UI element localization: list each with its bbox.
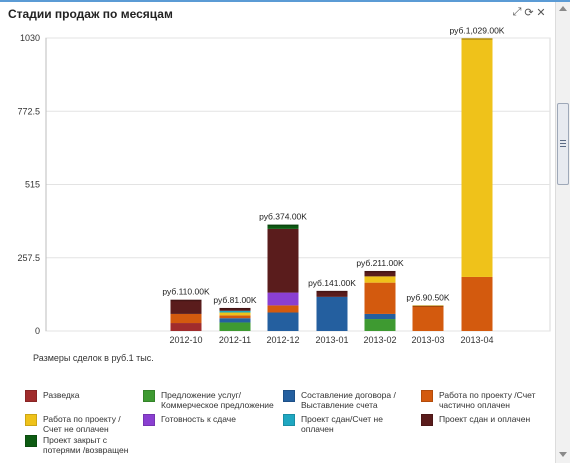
y-tick-label: 515 — [25, 180, 40, 190]
chart-note: Размеры сделок в руб.1 тыс. — [33, 353, 154, 363]
legend-label: Проект закрыт с потерями /возвращен — [43, 435, 129, 455]
legend-swatch — [143, 390, 155, 402]
x-tick-label: 2013-01 — [315, 335, 348, 345]
x-tick-label: 2013-02 — [363, 335, 396, 345]
legend-item: Проект сдан/Счет не оплачен — [283, 414, 383, 434]
bar-top-edge — [219, 307, 251, 310]
scrollbar-thumb[interactable] — [557, 103, 569, 185]
close-icon[interactable]: ✕ — [536, 7, 546, 19]
bar-segment — [170, 313, 202, 324]
bar-segment — [170, 299, 202, 314]
chart-panel: Стадии продаж по месяцам ⤢ ⟳ ✕ 1030 772.5… — [0, 2, 555, 463]
y-tick-label: 257.5 — [17, 253, 40, 263]
bar-segment — [364, 282, 396, 314]
bar-total-label: руб.110.00K — [162, 287, 210, 297]
legend-swatch — [283, 390, 295, 402]
legend-label: Проект сдан и оплачен — [439, 414, 531, 424]
bar-segment — [316, 290, 348, 297]
legend-swatch — [421, 414, 433, 426]
legend-swatch — [143, 414, 155, 426]
legend-item: Работа по проекту /Счет частично оплачен — [421, 390, 535, 410]
legend-item: Проект закрыт с потерями /возвращен — [25, 435, 128, 455]
bar-segment — [267, 228, 299, 293]
bar-total-label: руб.90.50K — [406, 292, 449, 302]
y-tick-label: 1030 — [20, 33, 40, 43]
panel-title: Стадии продаж по месяцам — [8, 7, 173, 21]
legend-label: Работа по проекту /Счет частично оплачен — [439, 390, 536, 410]
x-tick-label: 2012-12 — [266, 335, 299, 345]
scroll-up-arrow-icon[interactable] — [559, 6, 567, 11]
bar-segment — [461, 38, 493, 277]
legend-item: Работа по проекту / Счет не оплачен — [25, 414, 121, 434]
y-tick-label: 772.5 — [17, 106, 40, 116]
x-tick-label: 2013-03 — [411, 335, 444, 345]
bar-total-label: руб.374.00K — [259, 212, 307, 222]
bar-total-label: руб.141.00K — [308, 278, 356, 288]
vertical-scrollbar[interactable] — [555, 2, 570, 463]
expand-icon[interactable]: ⤢ — [512, 6, 522, 18]
bar-total-label: руб.1,029.00K — [450, 25, 505, 35]
bar-segment — [267, 305, 299, 313]
legend-label: Разведка — [43, 390, 80, 400]
bar-top-edge — [267, 224, 299, 227]
bar-total-label: руб.211.00K — [356, 258, 404, 268]
legend-swatch — [421, 390, 433, 402]
stacked-bar-chart: 1030 772.5 515 257.5 0 руб.110.00K 2012-10 руб.… — [17, 25, 551, 345]
legend-item: Разведка — [25, 390, 79, 402]
bar-segment — [412, 305, 444, 331]
x-tick-label: 2012-11 — [219, 335, 251, 345]
legend-label: Готовность к сдаче — [161, 414, 236, 424]
bar-segment — [412, 305, 444, 306]
bar-top-edge — [461, 38, 493, 40]
legend-label: Проект сдан/Счет не оплачен — [301, 414, 383, 434]
legend-swatch — [283, 414, 295, 426]
bar-segment — [364, 276, 396, 283]
bar-segment — [219, 307, 251, 311]
bar-top-edge — [364, 270, 396, 273]
legend-label: Составление договора / Выставление счета — [301, 390, 396, 410]
bar-segment — [219, 312, 251, 316]
bar-segment — [170, 323, 202, 331]
legend-item: Составление договора / Выставление счета — [283, 390, 396, 410]
bar-segment — [364, 270, 396, 277]
bar-segment — [364, 313, 396, 320]
legend-swatch — [25, 414, 37, 426]
bar-segment — [219, 310, 251, 313]
legend-swatch — [25, 390, 37, 402]
bar-segment — [267, 312, 299, 331]
legend-item: Проект сдан и оплачен — [421, 414, 530, 426]
bar-segment — [219, 315, 251, 319]
legend-item: Готовность к сдаче — [143, 414, 236, 426]
bar-top-edge — [170, 299, 202, 302]
bar-segment — [219, 318, 251, 323]
refresh-icon[interactable]: ⟳ — [524, 7, 534, 19]
window-top-border — [0, 0, 570, 2]
bar-segment — [219, 322, 251, 331]
bar-top-edge — [316, 290, 348, 293]
bar-segment — [461, 276, 493, 331]
bar-segment — [364, 319, 396, 331]
bar-segment — [267, 224, 299, 229]
x-tick-label: 2013-04 — [460, 335, 493, 345]
legend-label: Предложение услуг/Коммерческое предложен… — [161, 390, 274, 410]
legend-label: Работа по проекту / Счет не оплачен — [43, 414, 121, 434]
panel-header-icons: ⤢ ⟳ ✕ — [512, 6, 546, 19]
y-tick-label: 0 — [35, 326, 40, 336]
bar-segment — [316, 296, 348, 331]
bar-total-label: руб.81.00K — [213, 295, 256, 305]
legend-item: Предложение услуг/Коммерческое предложен… — [143, 390, 274, 410]
legend-swatch — [25, 435, 37, 447]
scroll-down-arrow-icon[interactable] — [559, 452, 567, 457]
bar-top-edge — [412, 305, 444, 307]
bar-segment — [267, 292, 299, 306]
x-tick-label: 2012-10 — [169, 335, 202, 345]
